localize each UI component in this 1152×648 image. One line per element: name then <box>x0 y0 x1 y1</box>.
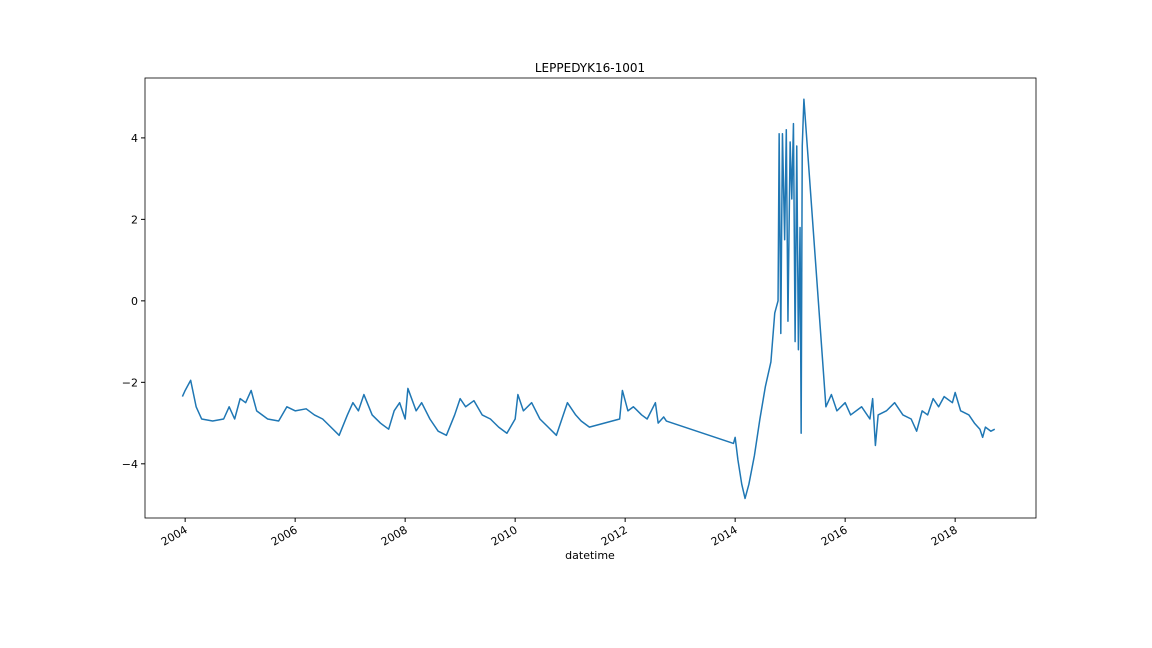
y-tick-label: −2 <box>122 376 138 389</box>
y-tick-label: −4 <box>122 458 138 471</box>
x-axis-label: datetime <box>565 549 615 562</box>
x-tick-label: 2014 <box>709 523 740 548</box>
x-tick-label: 2012 <box>599 523 630 548</box>
y-tick-label: 2 <box>131 213 138 226</box>
plot-frame <box>144 77 1037 519</box>
y-tick-label: 0 <box>131 295 138 308</box>
x-tick-label: 2018 <box>929 523 960 548</box>
chart-title: LEPPEDYK16-1001 <box>535 61 645 75</box>
x-tick-label: 2016 <box>819 523 850 548</box>
x-tick-label: 2010 <box>489 523 520 548</box>
x-tick-label: 2004 <box>159 523 190 548</box>
data-line <box>181 98 996 500</box>
y-tick-label: 4 <box>131 132 138 145</box>
x-tick-label: 2006 <box>269 523 300 548</box>
x-tick-label: 2008 <box>379 523 410 548</box>
